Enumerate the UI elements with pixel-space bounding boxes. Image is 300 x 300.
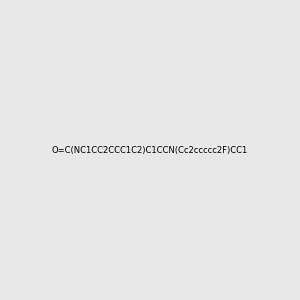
Text: O=C(NC1CC2CCC1C2)C1CCN(Cc2ccccc2F)CC1: O=C(NC1CC2CCC1C2)C1CCN(Cc2ccccc2F)CC1 xyxy=(52,146,248,154)
